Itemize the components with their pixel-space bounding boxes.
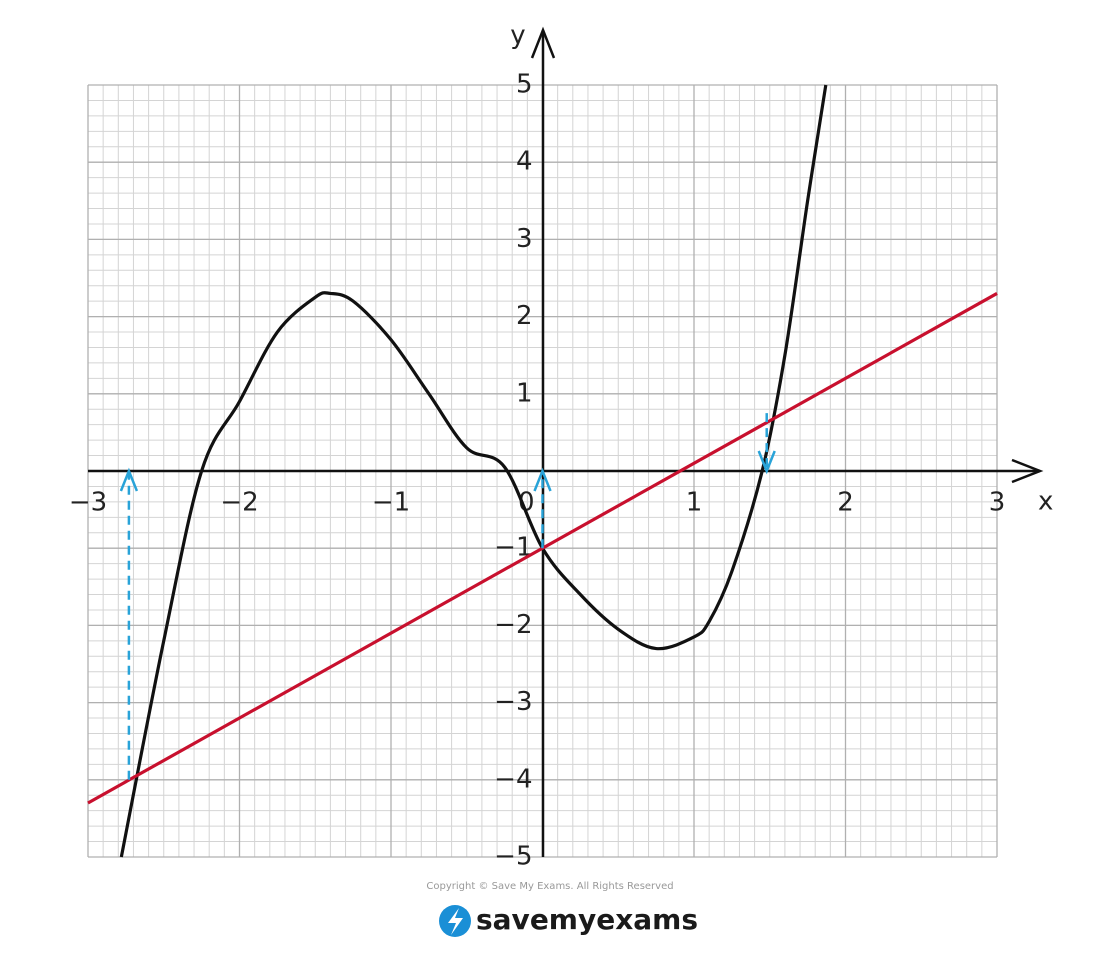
y-tick-label: −2 bbox=[494, 610, 532, 640]
y-tick-label: −3 bbox=[494, 687, 532, 717]
brand-bolt bbox=[448, 908, 463, 935]
y-tick-label: 5 bbox=[516, 70, 533, 100]
y-tick-label: −5 bbox=[494, 842, 532, 872]
arrow-head bbox=[533, 467, 552, 492]
y-tick-label: 4 bbox=[516, 147, 533, 177]
arrow-head bbox=[757, 450, 776, 475]
x-tick-label: 3 bbox=[989, 488, 1006, 518]
y-tick-label: 1 bbox=[516, 378, 533, 408]
x-tick-label: 2 bbox=[837, 488, 854, 518]
x-tick-label: 1 bbox=[686, 488, 703, 518]
brand: savemyexams bbox=[476, 903, 698, 936]
y-axis-label: y bbox=[510, 21, 525, 51]
copyright: Copyright © Save My Exams. All Rights Re… bbox=[426, 881, 673, 892]
y-tick-label: 2 bbox=[516, 301, 533, 331]
y-tick-label: 3 bbox=[516, 224, 533, 254]
x-tick-label: 0 bbox=[518, 488, 535, 518]
arrow-head bbox=[119, 467, 139, 492]
x-tick-label: −1 bbox=[372, 488, 410, 518]
x-tick-label: −3 bbox=[69, 488, 107, 518]
series-line bbox=[119, 84, 828, 858]
x-axis-label: x bbox=[1038, 487, 1053, 517]
y-axis-arrow bbox=[530, 26, 556, 59]
y-tick-label: −4 bbox=[494, 764, 532, 794]
x-axis-arrow bbox=[1011, 458, 1044, 484]
x-tick-label: −2 bbox=[220, 488, 258, 518]
